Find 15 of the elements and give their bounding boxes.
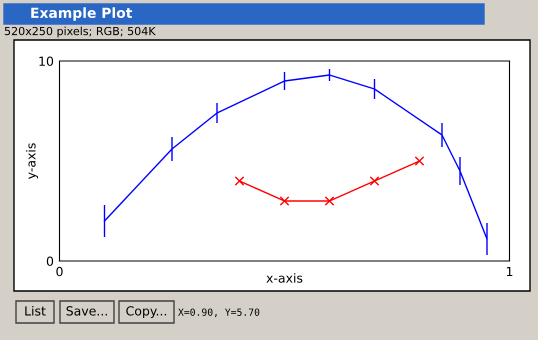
- chart-title: Example Plot: [31, 7, 132, 21]
- x-axis-title: x-axis: [266, 273, 302, 283]
- y-tick-label: 10: [39, 56, 54, 66]
- text: Save...: [66, 306, 107, 316]
- text: List: [25, 306, 46, 316]
- text: Copy...: [126, 306, 166, 318]
- point: [370, 176, 380, 186]
- point: [234, 176, 244, 186]
- x-tick-label: 1: [506, 266, 512, 276]
- y-axis-title: y-axis: [26, 143, 38, 179]
- text: X=0.90, Y=5.70: [178, 308, 260, 318]
- point: [414, 156, 424, 166]
- point: [324, 196, 334, 206]
- chart-subtitle: 520x250 pixels; RGB; 504K: [4, 26, 156, 38]
- point: [280, 196, 290, 206]
